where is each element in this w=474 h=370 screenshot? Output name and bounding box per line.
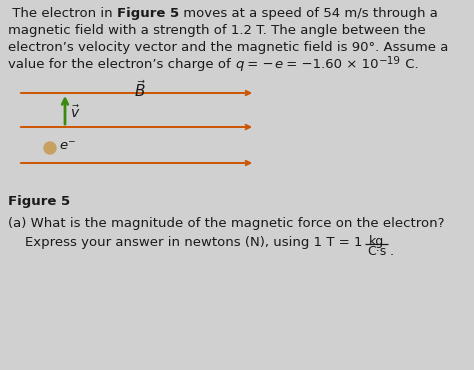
Text: $e^{-}$: $e^{-}$ bbox=[59, 141, 76, 154]
Text: C·s: C·s bbox=[367, 245, 386, 258]
Text: Express your answer in newtons (N), using 1 T = 1: Express your answer in newtons (N), usin… bbox=[8, 236, 365, 249]
Text: electron’s velocity vector and the magnetic field is 90°. Assume a: electron’s velocity vector and the magne… bbox=[8, 41, 448, 54]
Text: moves at a speed of 54 m/s through a: moves at a speed of 54 m/s through a bbox=[179, 7, 438, 20]
Text: (a) What is the magnitude of the magnetic force on the electron?: (a) What is the magnitude of the magneti… bbox=[8, 217, 445, 230]
Text: = −: = − bbox=[243, 58, 274, 71]
Circle shape bbox=[44, 142, 56, 154]
Text: q: q bbox=[235, 58, 243, 71]
Text: C.: C. bbox=[401, 58, 418, 71]
Text: value for the electron’s charge of: value for the electron’s charge of bbox=[8, 58, 235, 71]
Text: The electron in: The electron in bbox=[8, 7, 117, 20]
Text: $\vec{v}$: $\vec{v}$ bbox=[70, 104, 81, 121]
Text: .: . bbox=[389, 245, 393, 258]
Text: kg: kg bbox=[369, 235, 384, 248]
Text: = −1.60 × 10: = −1.60 × 10 bbox=[282, 58, 379, 71]
Text: Figure 5: Figure 5 bbox=[117, 7, 179, 20]
Text: $\vec{B}$: $\vec{B}$ bbox=[134, 79, 146, 100]
Text: Figure 5: Figure 5 bbox=[8, 195, 70, 208]
Text: −19: −19 bbox=[379, 56, 401, 66]
Text: magnetic field with a strength of 1.2 T. The angle between the: magnetic field with a strength of 1.2 T.… bbox=[8, 24, 426, 37]
Text: e: e bbox=[274, 58, 282, 71]
